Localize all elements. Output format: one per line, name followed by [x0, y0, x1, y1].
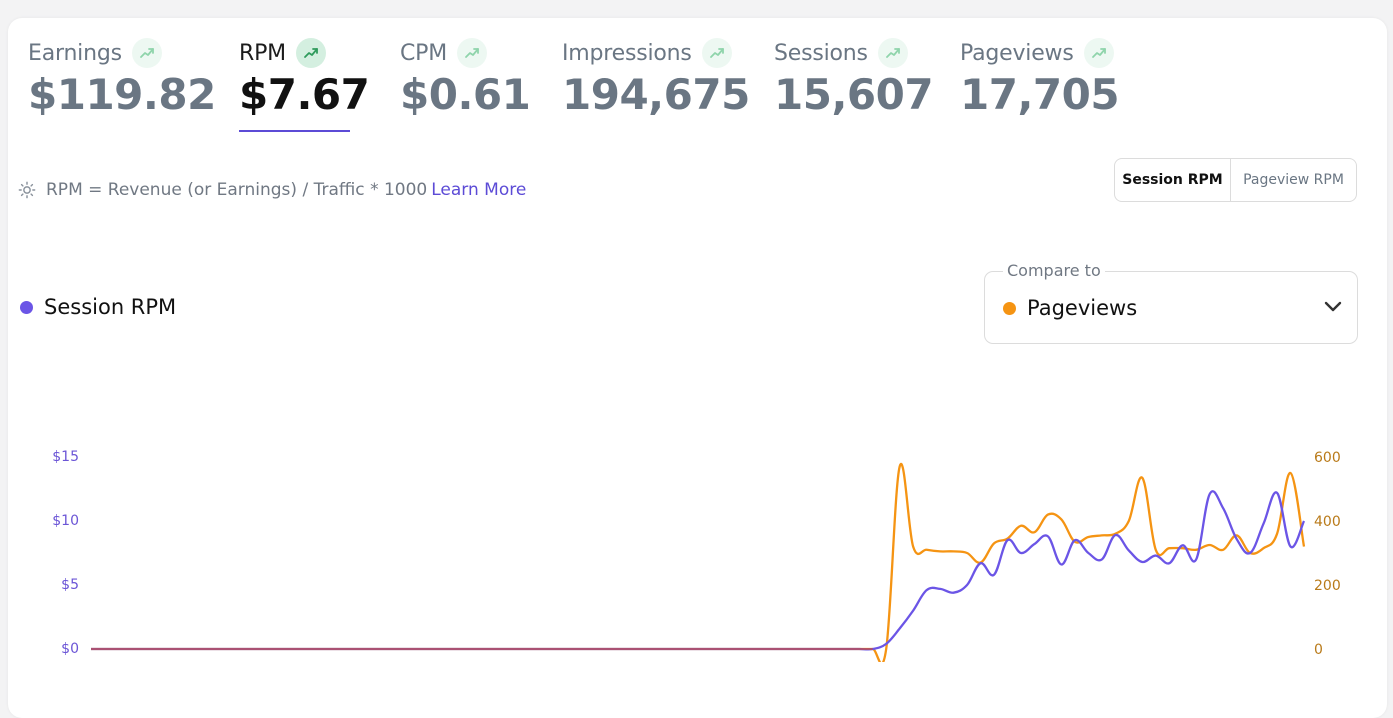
metric-label: CPM	[400, 40, 448, 66]
compare-to-select[interactable]: Compare to Pageviews	[984, 261, 1358, 344]
metric-label: Impressions	[562, 40, 692, 66]
trending-up-icon	[131, 38, 162, 68]
left-axis-tick: $5	[61, 577, 79, 593]
left-axis-tick: $15	[52, 449, 79, 465]
session-rpm-option[interactable]: Session RPM	[1115, 159, 1231, 201]
sun-icon	[18, 181, 36, 199]
compare-title: Compare to	[1003, 261, 1105, 280]
metric-value: 15,607	[774, 70, 934, 119]
metric-label: Pageviews	[960, 40, 1074, 66]
metric-header: RPM	[239, 38, 369, 68]
pageviews-line	[91, 462, 1306, 662]
metric-header: Earnings	[28, 38, 216, 68]
metric-label: RPM	[239, 40, 286, 66]
trending-up-icon	[877, 38, 908, 68]
legend-dot	[20, 300, 33, 314]
metric-impressions[interactable]: Impressions 194,675	[562, 38, 750, 120]
right-axis-tick: 200	[1314, 578, 1341, 594]
trending-up-icon	[701, 38, 732, 68]
compare-value: Pageviews	[1003, 296, 1137, 320]
legend-label: Session RPM	[44, 295, 177, 319]
left-axis-tick: $10	[52, 513, 79, 529]
metric-header: Pageviews	[960, 38, 1119, 68]
metric-value: 17,705	[960, 70, 1120, 119]
left-axis-tick: $0	[61, 641, 79, 657]
compare-value-label: Pageviews	[1027, 296, 1138, 320]
rpm-line-chart: $0 $5 $10 $15 0 200 400 600	[52, 449, 1341, 662]
learn-more-link[interactable]: Learn More	[431, 180, 527, 200]
compare-dot	[1003, 301, 1016, 315]
metric-label: Sessions	[774, 40, 868, 66]
metric-earnings[interactable]: Earnings $119.82	[28, 38, 216, 120]
rpm-type-toggle: Session RPM Pageview RPM	[1114, 158, 1357, 202]
chevron-down-icon[interactable]	[1323, 300, 1343, 314]
trending-up-icon	[295, 38, 326, 68]
rpm-formula: RPM = Revenue (or Earnings) / Traffic * …	[18, 180, 526, 200]
metric-value: $7.67	[239, 70, 370, 119]
metric-header: Sessions	[774, 38, 933, 68]
analytics-card	[8, 18, 1387, 718]
metric-rpm[interactable]: RPM $7.67	[239, 38, 370, 132]
metric-pageviews[interactable]: Pageviews 17,705	[960, 38, 1120, 120]
chart-legend: Session RPM	[20, 295, 176, 319]
session-rpm-line	[91, 490, 1306, 651]
active-underline	[239, 130, 350, 132]
trending-up-icon	[1083, 38, 1114, 68]
metric-header: CPM	[400, 38, 530, 68]
formula-text: RPM = Revenue (or Earnings) / Traffic * …	[46, 180, 428, 200]
right-axis-tick: 400	[1314, 514, 1341, 530]
metric-value: $0.61	[400, 70, 531, 119]
pageview-rpm-option[interactable]: Pageview RPM	[1243, 172, 1344, 188]
right-axis-tick: 600	[1314, 450, 1341, 466]
metric-value: 194,675	[562, 70, 750, 119]
trending-up-icon	[457, 38, 488, 68]
metric-sessions[interactable]: Sessions 15,607	[774, 38, 934, 120]
metric-label: Earnings	[28, 40, 122, 66]
metric-cpm[interactable]: CPM $0.61	[400, 38, 531, 120]
metric-header: Impressions	[562, 38, 750, 68]
right-axis-tick: 0	[1314, 642, 1323, 658]
metric-value: $119.82	[28, 70, 216, 119]
